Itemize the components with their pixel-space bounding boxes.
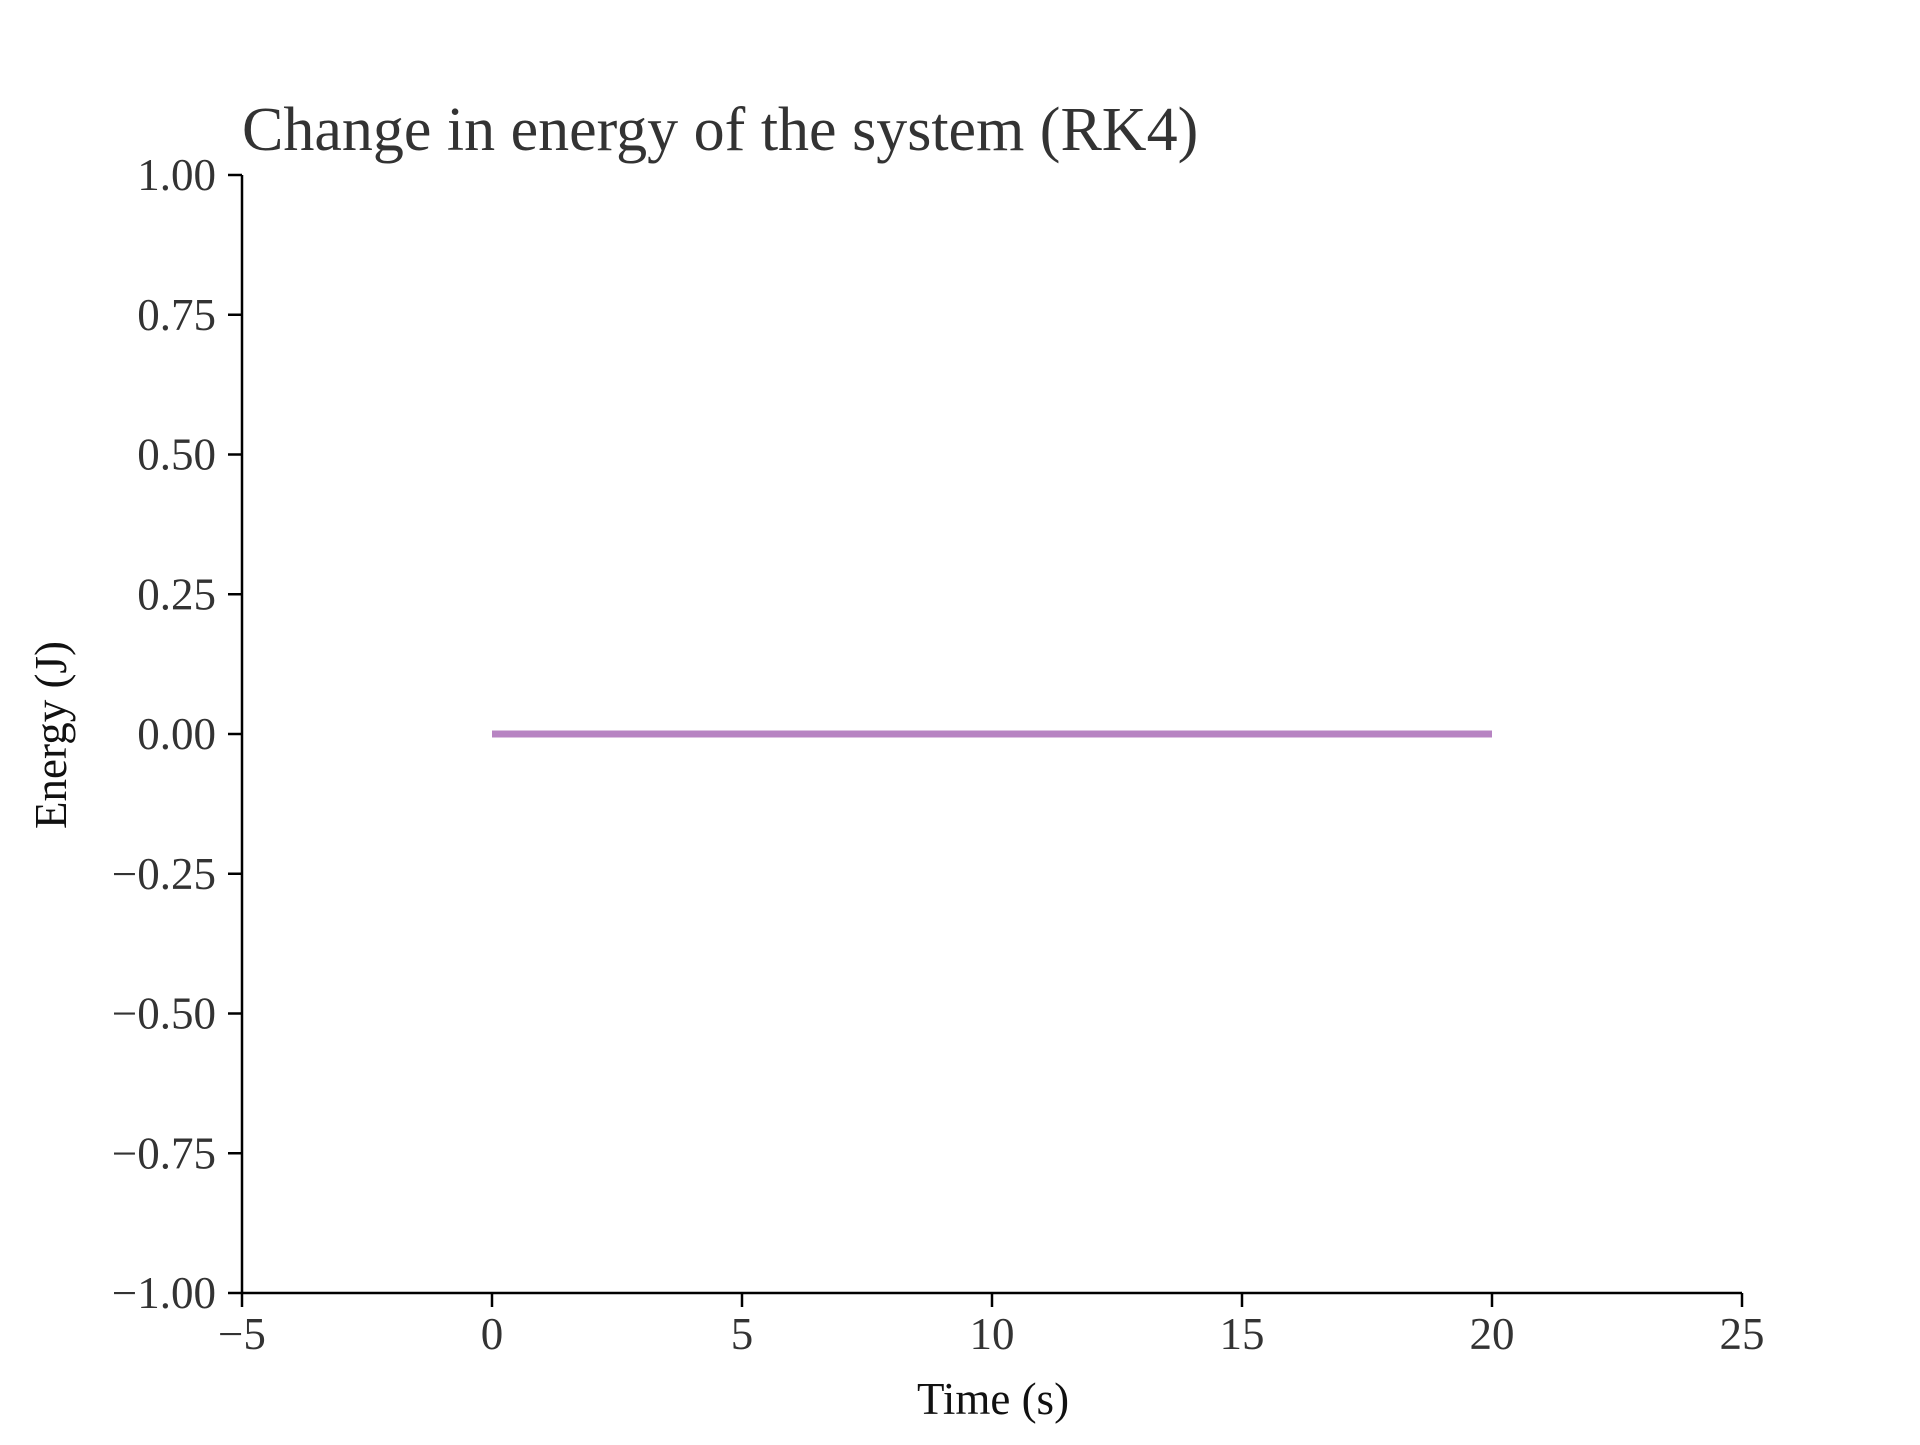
x-tick-label: 20 (1470, 1309, 1515, 1359)
y-tick-label: −0.50 (112, 989, 216, 1039)
y-tick-label: 0.25 (137, 569, 216, 619)
ticks-group: −5 0 5 10 15 20 25 −1.00 −0.75 −0.50 −0.25 0.00 0.25… (112, 150, 1765, 1359)
x-tick-label: 0 (481, 1309, 504, 1359)
y-tick-label: −0.75 (112, 1128, 216, 1178)
y-tick-label: −1.00 (112, 1268, 216, 1318)
y-tick-label: 0.00 (137, 709, 216, 759)
y-tick-label: 1.00 (137, 150, 216, 200)
y-tick-label: 0.75 (137, 290, 216, 340)
x-tick-label: 5 (731, 1309, 754, 1359)
y-axis-label: Energy (J) (26, 641, 76, 829)
x-tick-label: 10 (970, 1309, 1015, 1359)
y-tick-label: −0.25 (112, 849, 216, 899)
x-tick-label: −5 (218, 1309, 266, 1359)
x-axis-label: Time (s) (917, 1374, 1069, 1424)
x-tick-label: 15 (1220, 1309, 1265, 1359)
chart-title: Change in energy of the system (RK4) (242, 96, 1198, 164)
y-tick-label: 0.50 (137, 430, 216, 480)
x-tick-label: 25 (1720, 1309, 1765, 1359)
